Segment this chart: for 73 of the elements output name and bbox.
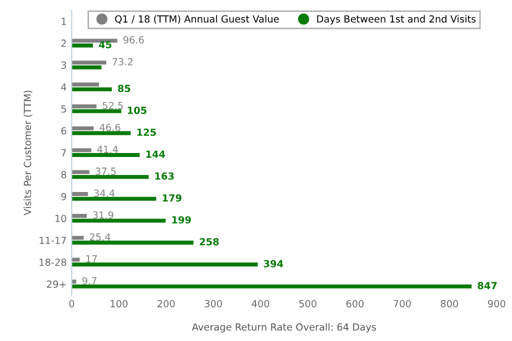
data-label: 41.4: [97, 146, 118, 153]
data-label: 9.7: [82, 277, 96, 284]
y-tick-label: 1: [62, 18, 66, 25]
bar: [72, 82, 100, 86]
bar: [72, 218, 166, 223]
bar: [72, 240, 194, 245]
bar: [72, 38, 118, 43]
data-label: 179: [162, 194, 182, 202]
x-tick-label: 500: [299, 300, 316, 308]
y-tick-label: 2: [61, 40, 66, 47]
x-tick-label: 700: [394, 300, 411, 308]
y-tick-label: 29+: [47, 280, 66, 288]
bar: [72, 214, 87, 218]
y-tick-label: 11-17: [40, 236, 66, 244]
bar: [72, 174, 149, 179]
bar: [72, 109, 122, 114]
data-label: 144: [146, 150, 166, 158]
data-label: 25.4: [90, 233, 110, 241]
x-tick-label: 600: [346, 300, 364, 308]
data-label: 34.4: [94, 189, 115, 197]
x-tick-label: 300: [204, 300, 222, 308]
y-tick-label: 4: [61, 83, 66, 91]
bar: [72, 104, 96, 108]
x-axis-title: Average Return Rate Overall: 64 Days: [192, 323, 376, 333]
y-axis-title: Visits Per Customer (TTM): [24, 90, 32, 216]
data-label: 96.6: [123, 36, 144, 44]
data-label: 73.2: [112, 58, 132, 66]
y-tick-label: 10: [56, 214, 66, 222]
bar: [72, 192, 88, 196]
bar: [72, 126, 94, 130]
data-label: 394: [264, 260, 284, 268]
bar: [72, 44, 93, 48]
y-tick-label: 3: [61, 61, 66, 69]
data-label: 46.6: [100, 124, 120, 132]
bar: [72, 258, 80, 262]
y-tick-label: 7: [61, 149, 66, 156]
y-tick-label: 6: [61, 127, 66, 135]
y-tick-label: 18-28: [40, 258, 66, 266]
bar: [72, 65, 102, 70]
bar: [72, 170, 90, 174]
legend-label: Days Between 1st and 2nd Visits: [317, 15, 476, 24]
data-label: 31.9: [93, 211, 114, 219]
legend-label: Q1 / 18 (TTM) Annual Guest Value: [115, 15, 279, 24]
x-tick-label: 200: [158, 300, 175, 308]
bar: [72, 280, 76, 284]
x-tick-label: 400: [252, 300, 270, 308]
bar: [72, 153, 140, 157]
y-tick-label: 8: [61, 170, 66, 178]
data-label: 52.5: [102, 102, 123, 110]
bar: [72, 131, 131, 136]
bar: [72, 60, 106, 65]
bar: [72, 236, 84, 240]
bar: [72, 262, 258, 266]
bar: [72, 87, 112, 92]
data-label: 847: [478, 282, 497, 290]
bar: [72, 148, 92, 152]
x-tick-label: 100: [110, 300, 128, 308]
data-label: 37.5: [96, 168, 116, 175]
y-tick-label: 5: [61, 105, 66, 113]
data-label: 105: [128, 106, 146, 114]
y-tick-label: 9: [61, 192, 66, 200]
data-label: 199: [172, 216, 191, 224]
x-tick-label: 900: [488, 300, 506, 308]
data-label: 45: [98, 41, 112, 48]
data-label: 258: [200, 238, 219, 246]
data-label: 85: [118, 84, 130, 92]
data-label: 163: [155, 172, 174, 180]
bar: [72, 196, 156, 201]
data-label: 17: [86, 255, 97, 262]
bar: [72, 284, 472, 288]
x-tick-label: 0: [69, 300, 74, 308]
x-tick-label: 800: [440, 300, 458, 308]
data-label: 125: [137, 128, 156, 136]
